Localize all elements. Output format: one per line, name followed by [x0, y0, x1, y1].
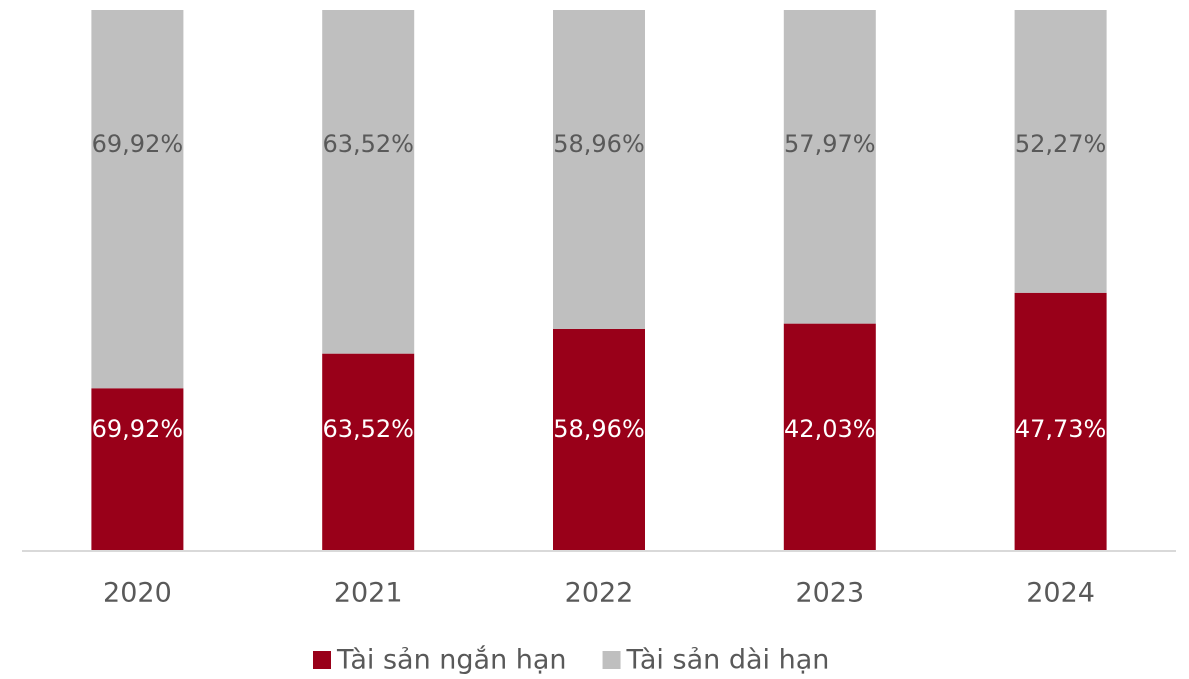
data-label: 58,96%: [553, 130, 645, 158]
bar-segment: [91, 388, 184, 551]
data-label: 69,92%: [92, 415, 184, 443]
bar-segment: [783, 323, 876, 551]
bar-segment: [1014, 292, 1107, 551]
data-label: 58,96%: [553, 415, 645, 443]
bar-segment: [91, 10, 184, 389]
data-label: 42,03%: [784, 415, 876, 443]
legend-label: Tài sản ngắn hạn: [336, 645, 567, 676]
data-label: 47,73%: [1015, 415, 1107, 443]
data-label: 63,52%: [322, 415, 414, 443]
data-label: 52,27%: [1015, 130, 1107, 158]
x-tick-label: 2020: [103, 578, 172, 609]
x-tick-label: 2022: [565, 578, 634, 609]
bar-segment: [1014, 10, 1107, 293]
bar-segment: [783, 10, 876, 324]
bar-segment: [322, 353, 415, 551]
x-tick-label: 2023: [795, 578, 864, 609]
data-label: 63,52%: [322, 130, 414, 158]
data-label: 69,92%: [92, 130, 184, 158]
bar-segment: [553, 328, 645, 551]
legend-swatch: [602, 651, 621, 669]
legend-swatch: [313, 651, 331, 669]
legend-label: Tài sản dài hạn: [626, 645, 830, 676]
bar-segment: [553, 10, 645, 329]
data-label: 57,97%: [784, 130, 876, 158]
x-tick-label: 2024: [1026, 578, 1095, 609]
bar-segment: [322, 10, 415, 354]
x-tick-label: 2021: [334, 578, 403, 609]
